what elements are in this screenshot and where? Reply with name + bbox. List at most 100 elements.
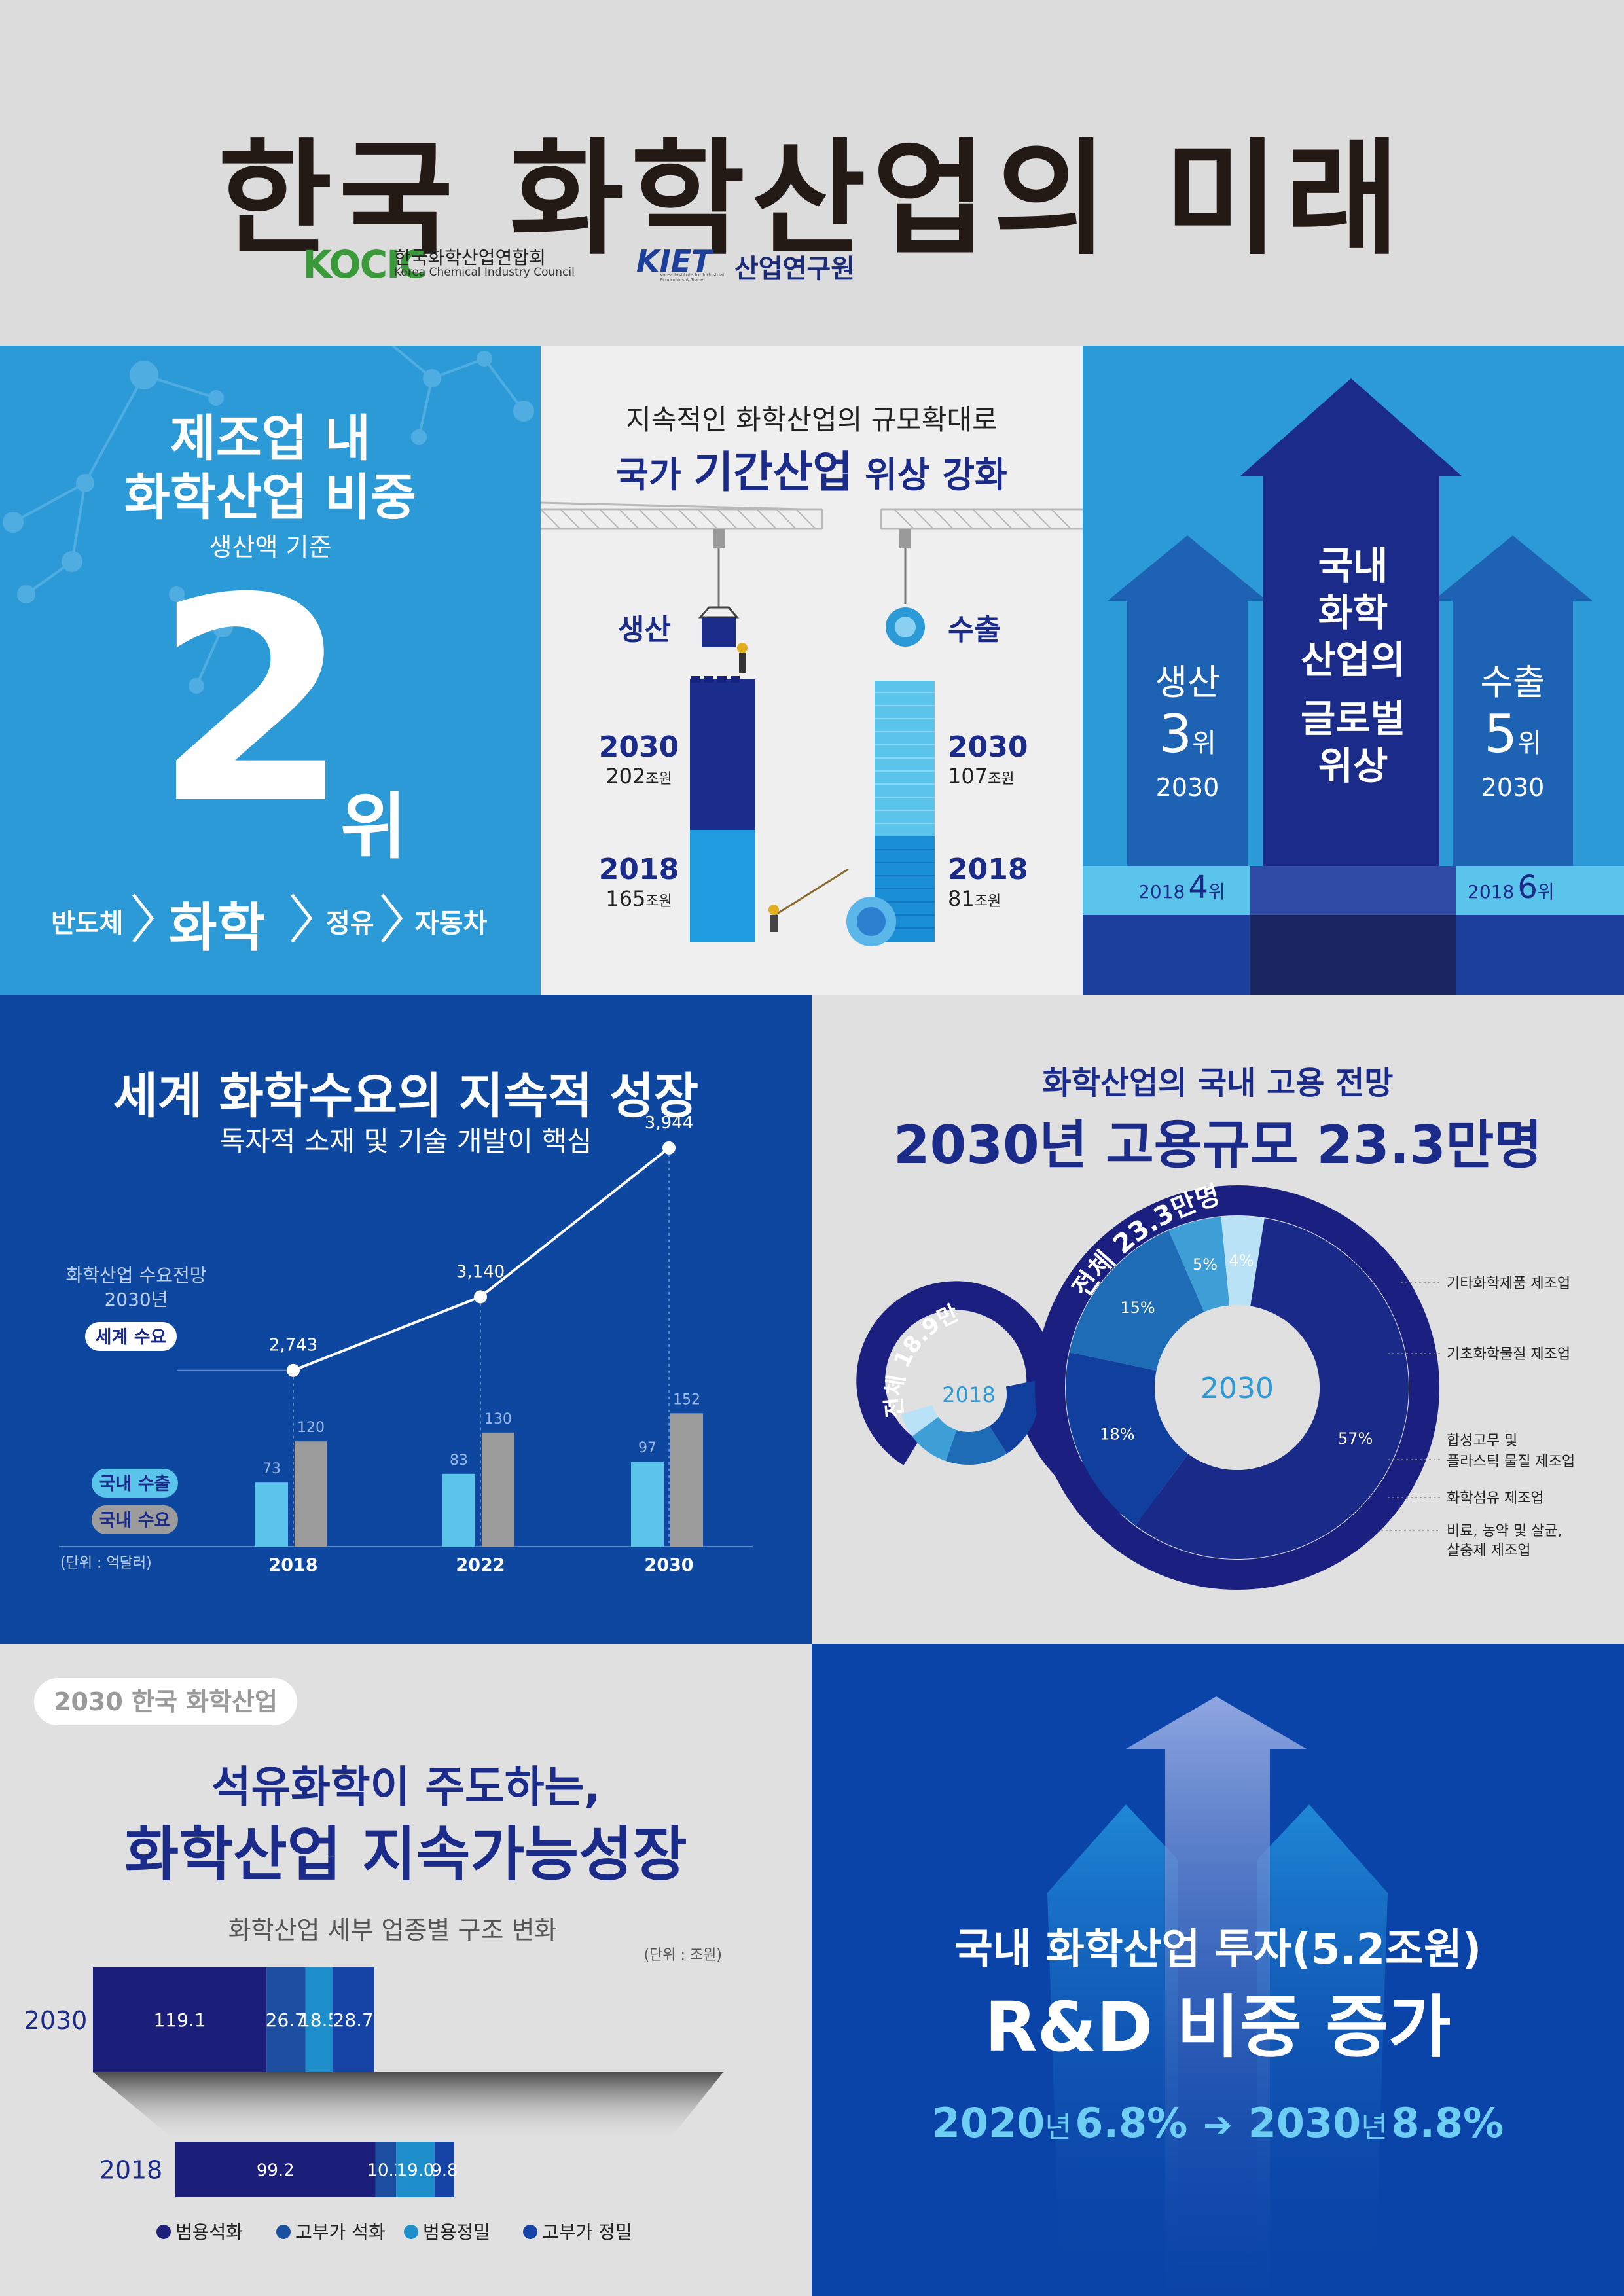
small-donut-slice [901,1405,939,1437]
global-exp-block: 수출 5위 2030 [1453,653,1573,802]
rnd-arrows-illustration [1047,1696,1388,2296]
donut-slice-label: 5% [1193,1255,1218,1274]
donut-slice-label: 4% [1229,1251,1254,1270]
scale-exp-2018-value: 81조원 [948,886,1001,911]
scale-prod-2018-value: 165조원 [605,886,672,911]
scale-exp-2030: 2030 107조원 [948,730,1039,789]
scale-exp-label: 수출 [948,613,1001,647]
x-tick-label: 2022 [456,1555,505,1575]
bar-2018-1 [295,1441,327,1547]
structure-chart: 화학산업 세부 업종별 구조 변화 (단위 : 조원) 2030 119.1 26.… [24,1916,723,2243]
rank-panel: 제조업 내 화학산업 비중 생산액 기준 2 위 반도체 화학 정유 자동차 [0,346,541,995]
segment-value-label: 99.2 [257,2161,295,2181]
bar-2030-1 [670,1413,703,1547]
demand-line-title: 화학산업 수요전망 [66,1265,207,1286]
employment-legend-label: 화학섬유 제조업 [1447,1490,1544,1507]
global-prod-year: 2030 [1155,773,1219,802]
structure-legend-label: 고부가 정밀 [542,2221,632,2243]
chevron-right-icon [291,893,313,943]
structure-unit-note: (단위 : 조원) [643,1947,722,1964]
page-title: 한국 화학산업의 미래 [217,127,1407,272]
kocic-name-en: Korea Chemical Industry Council [394,266,575,279]
legend-swatch [156,2225,171,2239]
legend-domestic-demand: 국내 수요 [92,1505,178,1534]
stacked-segment-2018-3 [434,2142,454,2197]
stacked-segment-2030-1 [266,1967,306,2072]
bar-value-label: 130 [484,1411,512,1427]
segment-value-label: 9.8 [431,2161,458,2181]
global-center-line5: 위상 [1318,744,1388,788]
global-prod-rank: 3위 [1159,704,1216,764]
scale-line2-b: 기간산업 [693,447,853,497]
global-exp-year: 2030 [1481,773,1545,802]
small-donut-slice [912,1416,957,1462]
line-value-label: 3,140 [456,1262,505,1282]
donut-slice-4 [1221,1216,1265,1306]
scale-prod-2018: 2018 165조원 [593,853,685,911]
category-label: 2018 [99,2156,163,2185]
stacked-segment-2030-3 [332,1967,374,2072]
segment-value-label: 119.1 [153,2009,206,2031]
global-exp-label: 수출 [1480,662,1545,703]
scale-panel: 지속적인 화학산업의 규모확대로 국가 기간산업 위상 강화 [541,346,1083,995]
scale-prod-label: 생산 [618,613,671,647]
segment-value-label: 19.0 [397,2161,435,2181]
demand-panel: 세계 화학수요의 지속적 성장 독자적 소재 및 기술 개발이 핵심 화학산업 … [0,995,812,1644]
rnd-compare: 2020년 6.8% ➔ 2030년 8.8% [931,2099,1504,2147]
employment-panel: 화학산업의 국내 고용 전망 2030년 고용규모 23.3만명 2018 전체… [812,995,1624,1644]
rank-number: 2 [154,539,350,866]
segment-value-label: 28.7 [333,2009,374,2031]
kiet-logo-small: Korea Institute for Industrial Economics… [660,272,725,283]
rank-item-auto: 자동차 [415,908,488,939]
structure-legend-label: 범용석화 [175,2221,243,2243]
line-point [287,1363,300,1377]
global-center-line3: 산업의 [1300,637,1406,682]
kiet-logo-mark: KIET [636,243,712,279]
demand-chart: 화학산업 수요전망 2030년 (단위 : 억달러) 73 120 2018 83 13… [59,1113,753,1575]
global-prod-block: 생산 3위 2030 [1127,653,1248,802]
line-point [662,1141,676,1155]
kiet-name-kr: 산업연구원 [734,254,855,284]
global-center-line1: 국내 [1318,543,1388,588]
donut-slice-1 [1066,1352,1189,1526]
kocic-logo-mark: KOCIC [302,242,427,287]
category-label: 2030 [24,2006,88,2035]
employment-legend-label: 플라스틱 물질 제조업 [1447,1454,1575,1470]
bar-2022-1 [482,1432,514,1547]
global-center-line4: 글로벌 [1300,696,1406,741]
global-prod-label: 생산 [1155,662,1220,703]
structure-legend-label: 범용정밀 [423,2221,490,2243]
donut-slice-label: 15% [1120,1299,1155,1317]
stacked-segment-2030-2 [305,1967,333,2072]
arrow-right-icon: ➔ [1202,2104,1233,2145]
global-prod-2018: 2018 4위 [1138,869,1225,906]
chevron-right-icon [132,893,154,943]
kocic-logo: KOCIC 한국화학산업연합회 Korea Chemical Industry … [302,242,577,287]
employment-chart: 2018 전체 18.9만 57%18%15%5% 4% 2030 전체 23.3… [856,1180,1575,1590]
global-center-line2: 화학 [1318,590,1388,635]
structure-title2: 화학산업 지속가능성장 [124,1820,687,1889]
arrows-illustration [1083,378,1624,995]
rank-item-refinery: 정유 [326,908,374,939]
scale-prod-2030: 2030 202조원 [593,730,685,789]
kiet-logo: KIET Korea Institute for Industrial Econ… [636,243,924,284]
line-point [474,1290,487,1304]
structure-legend-label: 고부가 석화 [295,2221,386,2243]
line-value-label: 3,944 [645,1113,693,1133]
header: 한국 화학산업의 미래 KOCIC 한국화학산업연합회 Korea Chemic… [0,0,1624,346]
legend-swatch [276,2225,291,2239]
employment-legend-label: 비료, 농약 및 살균, [1447,1523,1562,1539]
employment-legend-label: 기타화학제품 제조업 [1447,1276,1570,1292]
scale-prod-2030-year: 2030 [598,730,679,764]
structure-chart-title: 화학산업 세부 업종별 구조 변화 [228,1916,558,1945]
employment-line1: 화학산업의 국내 고용 전망 [1042,1065,1394,1102]
rnd-line1: 국내 화학산업 투자(5.2조원) [954,1926,1482,1974]
scale-prod-2018-year: 2018 [598,853,679,886]
bar-value-label: 152 [673,1391,700,1408]
donut-slice-3 [1168,1217,1230,1312]
bar-value-label: 73 [262,1461,281,1477]
bar-value-label: 83 [450,1452,468,1469]
donut-slice-label: 18% [1100,1426,1134,1444]
kocic-name-kr: 한국화학산업연합회 [394,247,546,268]
small-donut-slice [946,1426,1007,1465]
